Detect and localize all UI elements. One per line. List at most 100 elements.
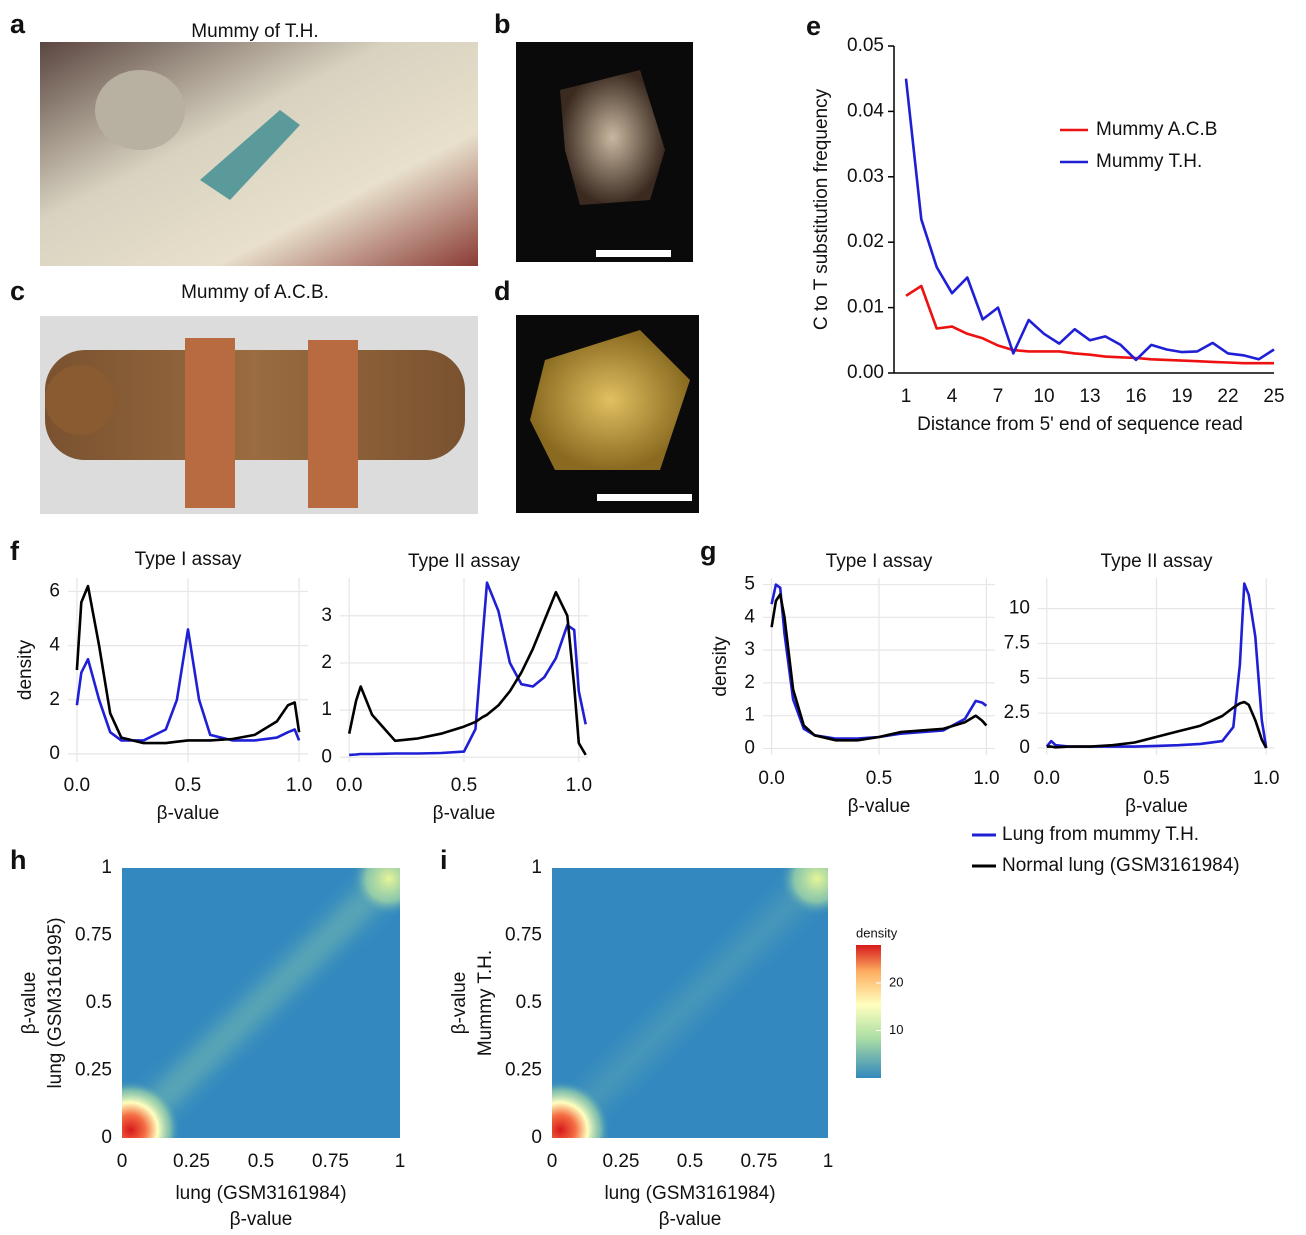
panel-label: c xyxy=(10,276,25,306)
y-tick-label: 5 xyxy=(744,574,755,595)
y-tick-label: 2 xyxy=(744,672,755,693)
chart-title: Type I assay xyxy=(135,549,242,570)
y-tick-label: 0 xyxy=(49,743,60,764)
scale-bar xyxy=(596,250,671,257)
y-tick-label: 6 xyxy=(49,581,60,602)
heatmap-peak xyxy=(351,841,427,917)
x-tick-label: 0.5 xyxy=(451,775,477,796)
x-tick-label: 19 xyxy=(1171,386,1192,407)
panel-label: i xyxy=(440,845,448,875)
panel-label: a xyxy=(10,9,26,39)
x-tick-label: 0.5 xyxy=(866,768,892,789)
x-axis-label: β-value xyxy=(1125,796,1188,817)
x-tick-label: 7 xyxy=(993,386,1004,407)
y-axis-label: Mummy T.H. xyxy=(475,950,496,1056)
y-tick-label: 4 xyxy=(49,635,60,656)
panel-label: d xyxy=(494,276,511,306)
photo-detail xyxy=(308,340,358,508)
x-tick-label: 0.75 xyxy=(312,1151,349,1172)
y-tick-label: 10 xyxy=(1009,598,1030,619)
x-tick-label: 0.25 xyxy=(603,1151,640,1172)
x-tick-label: 0.0 xyxy=(64,775,90,796)
y-tick-label: 3 xyxy=(321,605,332,626)
x-tick-label: 1.0 xyxy=(566,775,592,796)
heatmap-peak xyxy=(80,1080,180,1180)
x-tick-label: 0.5 xyxy=(1143,768,1169,789)
x-axis-label: β-value xyxy=(433,803,496,824)
x-tick-label: 0.0 xyxy=(758,768,784,789)
y-tick-label: 0.75 xyxy=(505,925,542,946)
x-axis-label: lung (GSM3161984) xyxy=(175,1183,346,1204)
y-axis-label: β-value xyxy=(449,972,470,1035)
x-tick-label: 10 xyxy=(1033,386,1054,407)
y-tick-label: 0 xyxy=(101,1127,112,1148)
y-tick-label: 2 xyxy=(49,689,60,710)
panel-label: g xyxy=(700,536,717,566)
scale-bar xyxy=(597,494,692,501)
y-axis-label: density xyxy=(710,636,731,697)
y-tick-label: 0.03 xyxy=(847,166,884,187)
y-tick-label: 0.25 xyxy=(75,1060,112,1081)
data-line xyxy=(906,286,1274,363)
y-tick-label: 0.01 xyxy=(847,297,884,318)
y-tick-label: 0.5 xyxy=(86,992,112,1013)
x-tick-label: 0.75 xyxy=(741,1151,778,1172)
x-tick-label: 25 xyxy=(1263,386,1284,407)
x-tick-label: 4 xyxy=(947,386,958,407)
y-tick-label: 3 xyxy=(744,639,755,660)
heatmap xyxy=(80,841,427,1180)
figure: a Mummy of T.H. b c Mummy of A.C.B. d e … xyxy=(0,0,1306,1230)
x-tick-label: 1 xyxy=(901,386,912,407)
y-axis-label: lung (GSM3161995) xyxy=(45,917,66,1088)
y-tick-label: 7.5 xyxy=(1004,633,1030,654)
x-tick-label: 1.0 xyxy=(1253,768,1279,789)
colorbar xyxy=(856,945,881,1078)
y-tick-label: 0.05 xyxy=(847,35,884,56)
x-tick-label: 0.5 xyxy=(175,775,201,796)
x-tick-label: 0 xyxy=(117,1151,128,1172)
x-tick-label: 13 xyxy=(1079,386,1100,407)
x-tick-label: 22 xyxy=(1217,386,1238,407)
chart-title: Type II assay xyxy=(1101,551,1213,572)
y-tick-label: 0.02 xyxy=(847,231,884,252)
y-tick-label: 2 xyxy=(321,652,332,673)
x-axis-label: β-value xyxy=(157,803,220,824)
chart-title: Type II assay xyxy=(408,551,520,572)
x-tick-label: 16 xyxy=(1125,386,1146,407)
x-tick-label: 0.25 xyxy=(173,1151,210,1172)
x-tick-label: 0.0 xyxy=(336,775,362,796)
y-tick-label: 4 xyxy=(744,606,755,627)
legend-label: Mummy A.C.B xyxy=(1096,119,1217,140)
y-axis-label: density xyxy=(15,639,36,700)
y-tick-label: 1 xyxy=(321,699,332,720)
legend-label: Mummy T.H. xyxy=(1096,151,1202,172)
y-tick-label: 0.25 xyxy=(505,1060,542,1081)
x-axis-label: β-value xyxy=(848,796,911,817)
y-tick-label: 0 xyxy=(1019,737,1030,758)
x-axis-label: β-value xyxy=(659,1209,722,1230)
chart-title: Type I assay xyxy=(826,551,933,572)
x-tick-label: 1.0 xyxy=(286,775,312,796)
x-tick-label: 0.5 xyxy=(248,1151,274,1172)
y-tick-label: 1 xyxy=(531,857,542,878)
y-tick-label: 0 xyxy=(744,737,755,758)
x-axis-label: lung (GSM3161984) xyxy=(604,1183,775,1204)
legend-label: Normal lung (GSM3161984) xyxy=(1002,855,1240,876)
y-tick-label: 0.00 xyxy=(847,362,884,383)
x-tick-label: 0.0 xyxy=(1034,768,1060,789)
heatmap-peak xyxy=(779,841,855,917)
heatmap xyxy=(510,841,855,1180)
y-tick-label: 0 xyxy=(321,746,332,767)
colorbar-tick-label: 10 xyxy=(889,1022,903,1037)
colorbar-title: density xyxy=(856,925,898,940)
x-tick-label: 1 xyxy=(395,1151,406,1172)
data-line xyxy=(349,592,586,755)
y-axis-label: C to T substitution frequency xyxy=(811,88,832,330)
y-tick-label: 0 xyxy=(531,1127,542,1148)
y-tick-label: 0.04 xyxy=(847,100,884,121)
y-tick-label: 2.5 xyxy=(1004,702,1030,723)
x-tick-label: 1 xyxy=(823,1151,834,1172)
y-axis-label: β-value xyxy=(19,972,40,1035)
panel-label: b xyxy=(494,9,511,39)
y-tick-label: 0.75 xyxy=(75,925,112,946)
